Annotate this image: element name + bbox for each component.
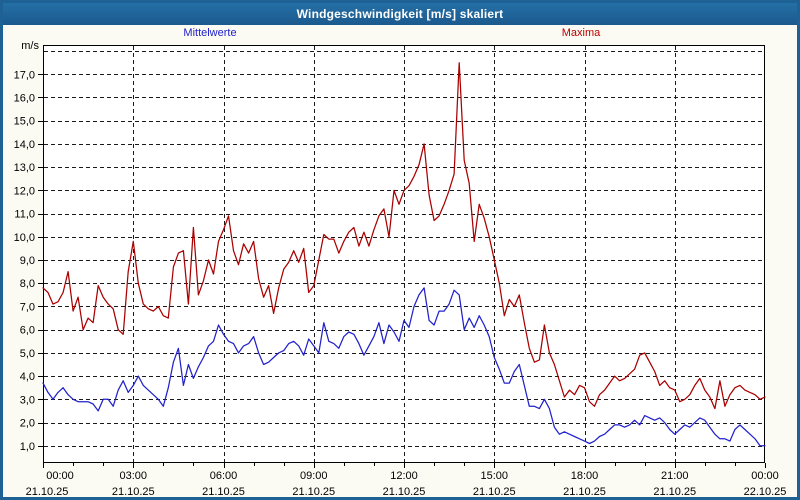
y-axis-tick-label: 15,0 bbox=[14, 116, 35, 128]
legend: Mittelwerte Maxima bbox=[3, 25, 797, 43]
y-axis-tick-label: 2,0 bbox=[20, 418, 35, 430]
x-axis-time-label: 18:00 bbox=[571, 470, 599, 482]
x-axis-time-label: 15:00 bbox=[480, 470, 508, 482]
y-axis-unit-label: m/s bbox=[21, 40, 39, 52]
y-axis-tick-label: 14,0 bbox=[14, 139, 35, 151]
plot-border bbox=[43, 45, 765, 463]
y-axis-tick-label: 8,0 bbox=[20, 278, 35, 290]
chart-canvas: 1,0 2,0 3,0 4,0 5,0 6,0 7,0 8,0 9,0 10,0 11,0 12,0 1… bbox=[14, 45, 787, 498]
y-axis-tick-label: 11,0 bbox=[14, 209, 35, 221]
x-axis-date-label: 21.10.25 bbox=[112, 486, 155, 498]
x-axis-date-label: 21.10.25 bbox=[26, 486, 69, 498]
x-axis-date-label: 21.10.25 bbox=[292, 486, 335, 498]
x-axis-date-label: 21.10.25 bbox=[383, 486, 426, 498]
y-axis-tick-label: 13,0 bbox=[14, 162, 35, 174]
x-axis-time-label: 21:00 bbox=[661, 470, 689, 482]
y-axis-tick-label: 3,0 bbox=[20, 394, 35, 406]
x-axis-date-label: 21.10.25 bbox=[202, 486, 245, 498]
y-axis-tick-label: 4,0 bbox=[20, 371, 35, 383]
x-axis-time-label: 00:00 bbox=[46, 470, 74, 482]
x-axis-date-label: 21.10.25 bbox=[653, 486, 696, 498]
y-axis-tick-label: 16,0 bbox=[14, 92, 35, 104]
x-axis-date-label: 21.10.25 bbox=[563, 486, 606, 498]
x-axis-time-label: 12:00 bbox=[390, 470, 418, 482]
x-axis-time-label: 03:00 bbox=[119, 470, 147, 482]
title-bar: Windgeschwindigkeit [m/s] skaliert bbox=[3, 3, 797, 25]
x-axis-time-label: 00:00 bbox=[751, 470, 779, 482]
legend-maxima-label: Maxima bbox=[561, 27, 601, 39]
legend-mittelwerte-label: Mittelwerte bbox=[183, 27, 237, 39]
maxima-series-line bbox=[42, 62, 766, 410]
x-axis-date-label: 22.10.25 bbox=[744, 486, 787, 498]
x-axis-time-label: 09:00 bbox=[300, 470, 328, 482]
y-axis-tick-label: 9,0 bbox=[20, 255, 35, 267]
y-axis-tick-label: 1,0 bbox=[20, 441, 35, 453]
y-axis-tick-label: 17,0 bbox=[14, 69, 35, 81]
y-axis-tick-label: 6,0 bbox=[20, 325, 35, 337]
x-axis-time-label: 06:00 bbox=[210, 470, 238, 482]
x-axis-date-label: 21.10.25 bbox=[473, 486, 516, 498]
window-title: Windgeschwindigkeit [m/s] skaliert bbox=[296, 7, 504, 21]
y-axis-tick-label: 7,0 bbox=[20, 301, 35, 313]
y-axis-tick-label: 5,0 bbox=[20, 348, 35, 360]
y-axis-tick-label: 12,0 bbox=[14, 185, 35, 197]
mittelwerte-series-line bbox=[42, 287, 766, 447]
plot-area bbox=[43, 45, 765, 463]
y-axis-tick-label: 10,0 bbox=[14, 232, 35, 244]
